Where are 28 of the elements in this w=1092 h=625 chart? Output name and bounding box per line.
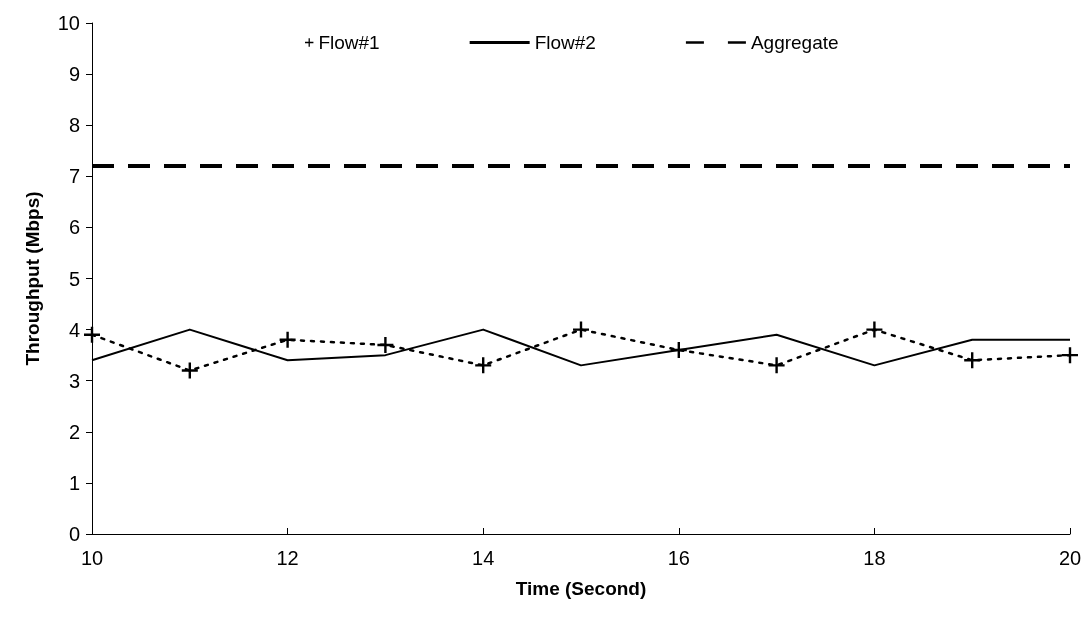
y-tick-label: 8 [68, 114, 80, 137]
y-tick-label: 5 [68, 267, 80, 290]
point [279, 331, 296, 348]
y-tick-label: 10 [57, 12, 80, 34]
point [768, 357, 785, 374]
point [377, 336, 394, 353]
x-tick-label: 18 [863, 547, 886, 569]
x-tick-label: 16 [667, 547, 690, 569]
y-tick-label: 0 [68, 523, 80, 545]
y-tick-label: 4 [68, 318, 80, 341]
y-tick-label: 6 [68, 216, 80, 239]
y-tick-label: 1 [68, 471, 80, 494]
y-tick-label: 3 [68, 369, 80, 392]
x-tick-label: 14 [472, 547, 495, 569]
x-tick-label: 20 [1058, 547, 1082, 569]
legend-label: Flow#2 [534, 32, 596, 53]
x-axis-title: Time (Second) [515, 578, 647, 599]
legend-label: Flow#1 [318, 32, 380, 53]
point [866, 321, 883, 338]
legend-label: Aggregate [750, 32, 839, 53]
y-axis-title: Throughput (Mbps) [22, 191, 43, 366]
y-tick-label: 2 [68, 420, 80, 443]
y-tick-label: 7 [68, 165, 80, 188]
x-tick-label: 12 [276, 547, 299, 569]
point [475, 357, 492, 374]
point [573, 321, 589, 338]
y-tick-label: 9 [68, 63, 80, 86]
point [181, 362, 198, 379]
